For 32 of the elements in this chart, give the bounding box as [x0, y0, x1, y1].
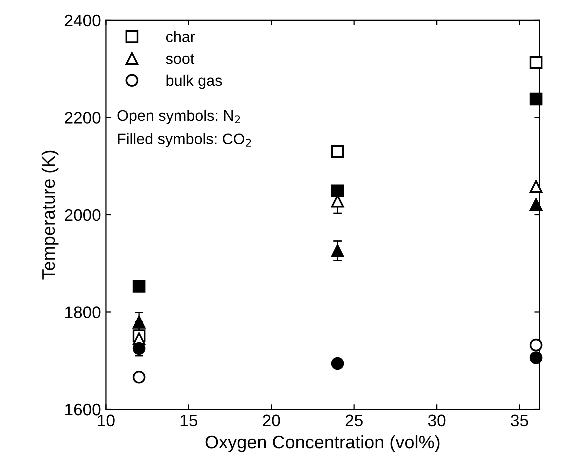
legend-label: char: [166, 31, 196, 42]
point: [530, 352, 543, 364]
point: [530, 92, 543, 106]
legend-label: bulk gas: [166, 74, 222, 90]
point: [530, 56, 543, 70]
point: [132, 316, 146, 329]
point: [530, 198, 543, 212]
y-tick-label: 1800: [66, 306, 101, 318]
y-tick-label: 2400: [65, 14, 101, 27]
y-tick-label: 1600: [66, 404, 101, 416]
x-tick-label: 35: [511, 414, 528, 427]
y-tick-label: 2000: [65, 209, 101, 222]
legend-label: soot: [166, 54, 195, 64]
point: [331, 244, 344, 258]
point: [331, 357, 344, 370]
x-tick-label: 10: [98, 414, 115, 427]
x-tick-label: 25: [346, 414, 363, 427]
x-tick-label: 15: [180, 414, 198, 427]
annotation: Filled symbols: CO$_{2}$: [118, 133, 252, 148]
point: [530, 180, 543, 194]
point: [132, 280, 146, 293]
x-tick-label: 30: [428, 414, 446, 427]
x-axis-title: Oxygen Concentration (vol%): [206, 435, 440, 452]
point: [530, 338, 543, 352]
point: [132, 342, 146, 356]
point: [331, 145, 344, 158]
point: [132, 371, 146, 384]
y-tick-label: 2200: [65, 112, 101, 124]
y-axis-title: Temperature (K): [42, 150, 59, 280]
point: [331, 184, 344, 198]
annotation: Open symbols: N$_{2}$: [118, 110, 240, 124]
x-tick-label: 20: [263, 414, 280, 427]
